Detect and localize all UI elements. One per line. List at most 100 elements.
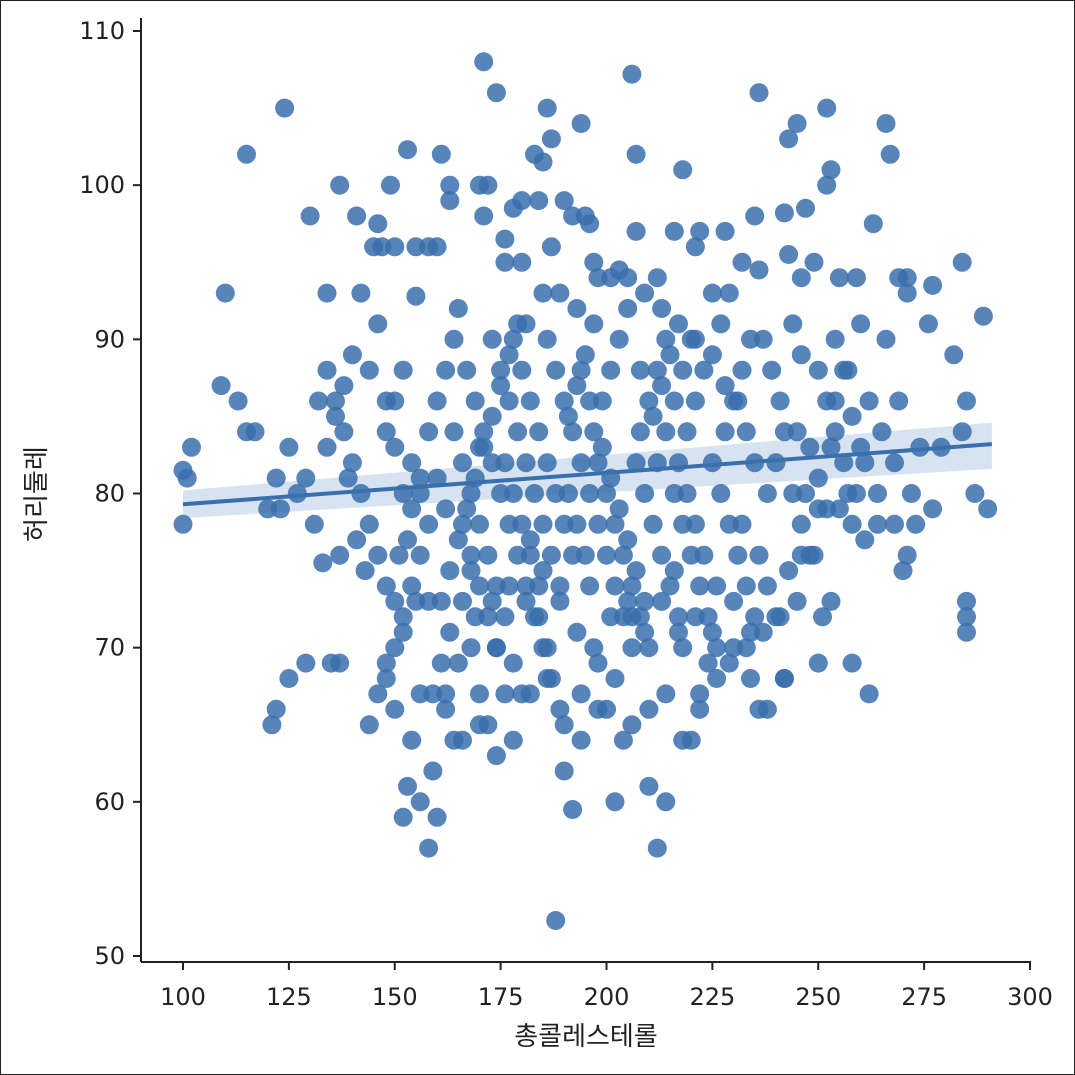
scatter-point	[588, 653, 608, 673]
scatter-point	[757, 699, 777, 719]
scatter-point	[588, 699, 608, 719]
scatter-point	[470, 576, 489, 596]
scatter-point	[465, 607, 485, 627]
scatter-point	[550, 576, 570, 596]
scatter-point	[791, 545, 811, 565]
scatter-point	[351, 283, 371, 303]
scatter-point	[652, 299, 672, 318]
confidence-band	[183, 422, 992, 519]
scatter-point	[605, 514, 625, 534]
scatter-point	[753, 622, 773, 642]
scatter-point	[347, 530, 367, 550]
scatter-point	[258, 499, 278, 519]
scatter-point	[529, 422, 549, 442]
scatter-point	[673, 638, 693, 658]
scatter-point	[342, 345, 362, 365]
scatter-point	[855, 530, 875, 550]
scatter-point	[520, 684, 540, 704]
scatter-point	[825, 422, 845, 442]
scatter-point	[724, 591, 744, 611]
scatter-point	[465, 391, 485, 411]
scatter-point	[266, 699, 286, 719]
y-tick-label: 50	[94, 942, 125, 970]
scatter-point	[741, 329, 760, 349]
y-tick-label: 60	[94, 788, 125, 816]
scatter-point	[626, 144, 646, 164]
y-axis-title: 허리둘레	[22, 446, 52, 542]
scatter-point	[626, 453, 646, 473]
scatter-point	[897, 283, 917, 303]
scatter-point	[486, 746, 506, 766]
scatter-point	[698, 653, 718, 673]
scatter-point	[690, 684, 710, 704]
scatter-point	[491, 360, 511, 380]
scatter-point	[889, 391, 909, 411]
scatter-point	[957, 607, 976, 627]
scatter-point	[368, 545, 388, 565]
scatter-point	[393, 622, 413, 642]
scatter-point	[592, 437, 612, 457]
scatter-point	[402, 576, 422, 596]
scatter-point	[957, 591, 976, 611]
scatter-point	[656, 792, 676, 812]
scatter-point	[626, 221, 646, 241]
scatter-point	[770, 607, 790, 627]
scatter-point	[215, 283, 235, 303]
scatter-point	[834, 453, 854, 473]
scatter-point	[897, 268, 917, 288]
x-tick-label: 275	[901, 983, 947, 1011]
scatter-point	[702, 345, 722, 365]
scatter-point	[957, 622, 976, 642]
scatter-point	[660, 576, 680, 596]
points-layer	[173, 52, 998, 930]
scatter-point	[486, 83, 506, 103]
scatter-point	[410, 468, 430, 488]
scatter-point	[571, 453, 591, 473]
scatter-point	[580, 214, 600, 234]
scatter-point	[334, 376, 354, 396]
scatter-point	[719, 653, 739, 673]
scatter-point	[304, 514, 324, 534]
scatter-point	[584, 422, 604, 442]
scatter-point	[639, 776, 659, 796]
scatter-point	[444, 422, 464, 442]
scatter-point	[512, 360, 532, 380]
scatter-point	[317, 360, 337, 380]
scatter-point	[470, 684, 489, 704]
scatter-point	[512, 191, 532, 211]
scatter-point	[406, 286, 426, 306]
scatter-point	[423, 761, 443, 781]
scatter-point	[618, 530, 638, 550]
scatter-point	[563, 422, 583, 442]
scatter-point	[393, 360, 413, 380]
scatter-point	[330, 653, 350, 673]
scatter-point	[571, 684, 591, 704]
scatter-point	[618, 299, 638, 318]
scatter-point	[588, 514, 608, 534]
scatter-point	[601, 360, 621, 380]
scatter-point	[266, 468, 286, 488]
scatter-point	[359, 360, 379, 380]
scatter-point	[787, 591, 807, 611]
scatter-point	[965, 484, 985, 503]
scatter-point	[453, 591, 472, 611]
scatter-point	[652, 545, 672, 565]
scatter-point	[338, 468, 358, 488]
scatter-point	[453, 730, 472, 750]
scatter-point	[821, 591, 841, 611]
scatter-point	[546, 484, 566, 503]
scatter-point	[563, 545, 583, 565]
scatter-point	[554, 514, 574, 534]
scatter-point	[876, 114, 896, 133]
scatter-point	[660, 345, 680, 365]
scatter-point	[313, 553, 333, 573]
scatter-point	[287, 484, 307, 503]
scatter-point	[630, 422, 650, 442]
scatter-point	[635, 283, 655, 303]
scatter-point	[622, 715, 642, 735]
scatter-point	[461, 484, 481, 503]
scatter-point	[707, 638, 727, 658]
scatter-point	[605, 792, 625, 812]
scatter-point	[457, 360, 477, 380]
